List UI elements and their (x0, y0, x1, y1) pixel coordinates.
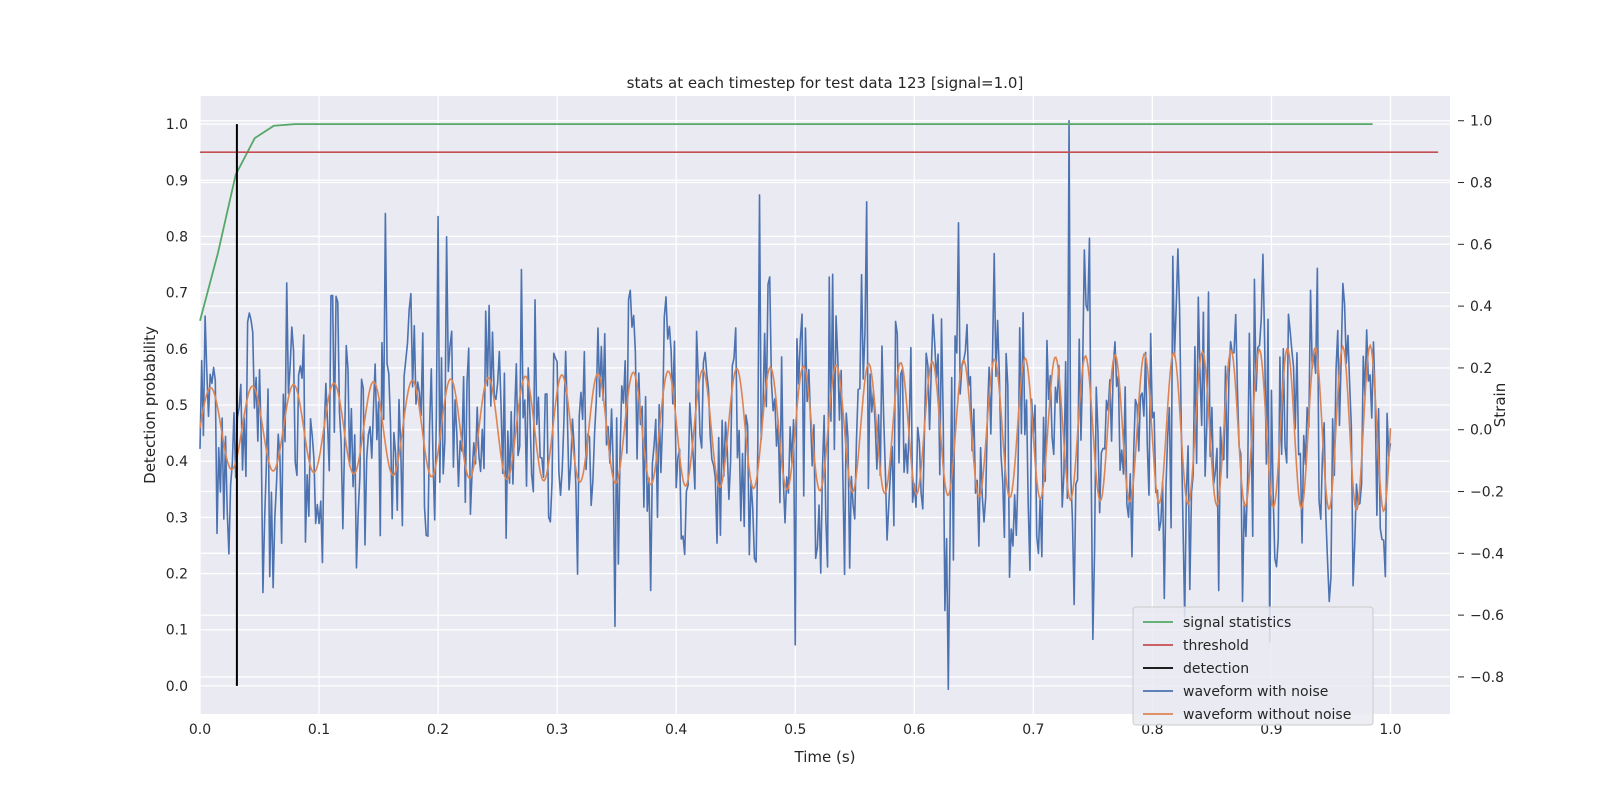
x-tick-label: 0.8 (1141, 722, 1163, 738)
y-right-tick-label: −0.6 (1470, 608, 1504, 624)
y-axis-left-label: Detection probability (141, 326, 159, 484)
y-left-tick-label: 0.4 (166, 454, 188, 470)
x-tick-label: 0.1 (308, 722, 330, 738)
legend-entry: signal statistics (1183, 615, 1291, 631)
x-tick-label: 0.6 (903, 722, 925, 738)
x-tick-label: 0.7 (1022, 722, 1044, 738)
y-left-tick-label: 0.2 (166, 567, 188, 583)
y-right-tick-label: −0.2 (1470, 485, 1504, 501)
legend-entry: threshold (1183, 638, 1249, 654)
x-tick-label: 0.3 (546, 722, 568, 738)
x-axis-label: Time (s) (794, 748, 856, 766)
x-tick-label: 0.2 (427, 722, 449, 738)
y-right-tick-label: 0.2 (1470, 361, 1492, 377)
y-left-tick-label: 1.0 (166, 117, 188, 133)
x-tick-label: 1.0 (1379, 722, 1401, 738)
chart-title: stats at each timestep for test data 123… (627, 74, 1024, 92)
series-waveform-with-noise (199, 119, 1392, 691)
y-right-tick-label: −0.4 (1470, 546, 1504, 562)
y-right-tick-label: 0.6 (1470, 237, 1492, 253)
x-tick-label: 0.4 (665, 722, 687, 738)
x-tick-label: 0.0 (189, 722, 211, 738)
series-layer (199, 119, 1439, 691)
legend-entry: waveform without noise (1183, 707, 1351, 723)
y-right-tick-label: −0.8 (1470, 670, 1504, 686)
y-right-tick-label: 0.8 (1470, 176, 1492, 192)
y-left-tick-label: 0.5 (166, 398, 188, 414)
y-left-tick-label: 0.0 (166, 679, 188, 695)
y-left-tick-label: 0.1 (166, 623, 188, 639)
y-right-tick-label: 0.4 (1470, 299, 1492, 315)
legend-box (1132, 606, 1374, 726)
legend-entry: detection (1183, 661, 1249, 677)
y-left-tick-label: 0.8 (166, 229, 188, 245)
legend: signal statistics threshold detection wavef… (1132, 606, 1374, 726)
x-tick-label: 0.9 (1260, 722, 1282, 738)
y-left-tick-label: 0.3 (166, 510, 188, 526)
y-left-tick-label: 0.6 (166, 342, 188, 358)
y-right-tick-label: 0.0 (1470, 423, 1492, 439)
series-waveform-without-noise (199, 343, 1392, 513)
ticks-layer: 0.0 0.1 0.2 0.3 0.4 0.5 0.6 0.7 0.8 0.9 1.0 0.0 0.1 0… (166, 114, 1504, 738)
y-right-tick-label: 1.0 (1470, 114, 1492, 130)
y-left-tick-label: 0.9 (166, 173, 188, 189)
series-signal-statistics (199, 123, 1373, 321)
y-left-tick-label: 0.7 (166, 286, 188, 302)
legend-entry: waveform with noise (1183, 684, 1328, 700)
y-axis-right-label: Strain (1491, 383, 1509, 427)
x-tick-label: 0.5 (784, 722, 806, 738)
